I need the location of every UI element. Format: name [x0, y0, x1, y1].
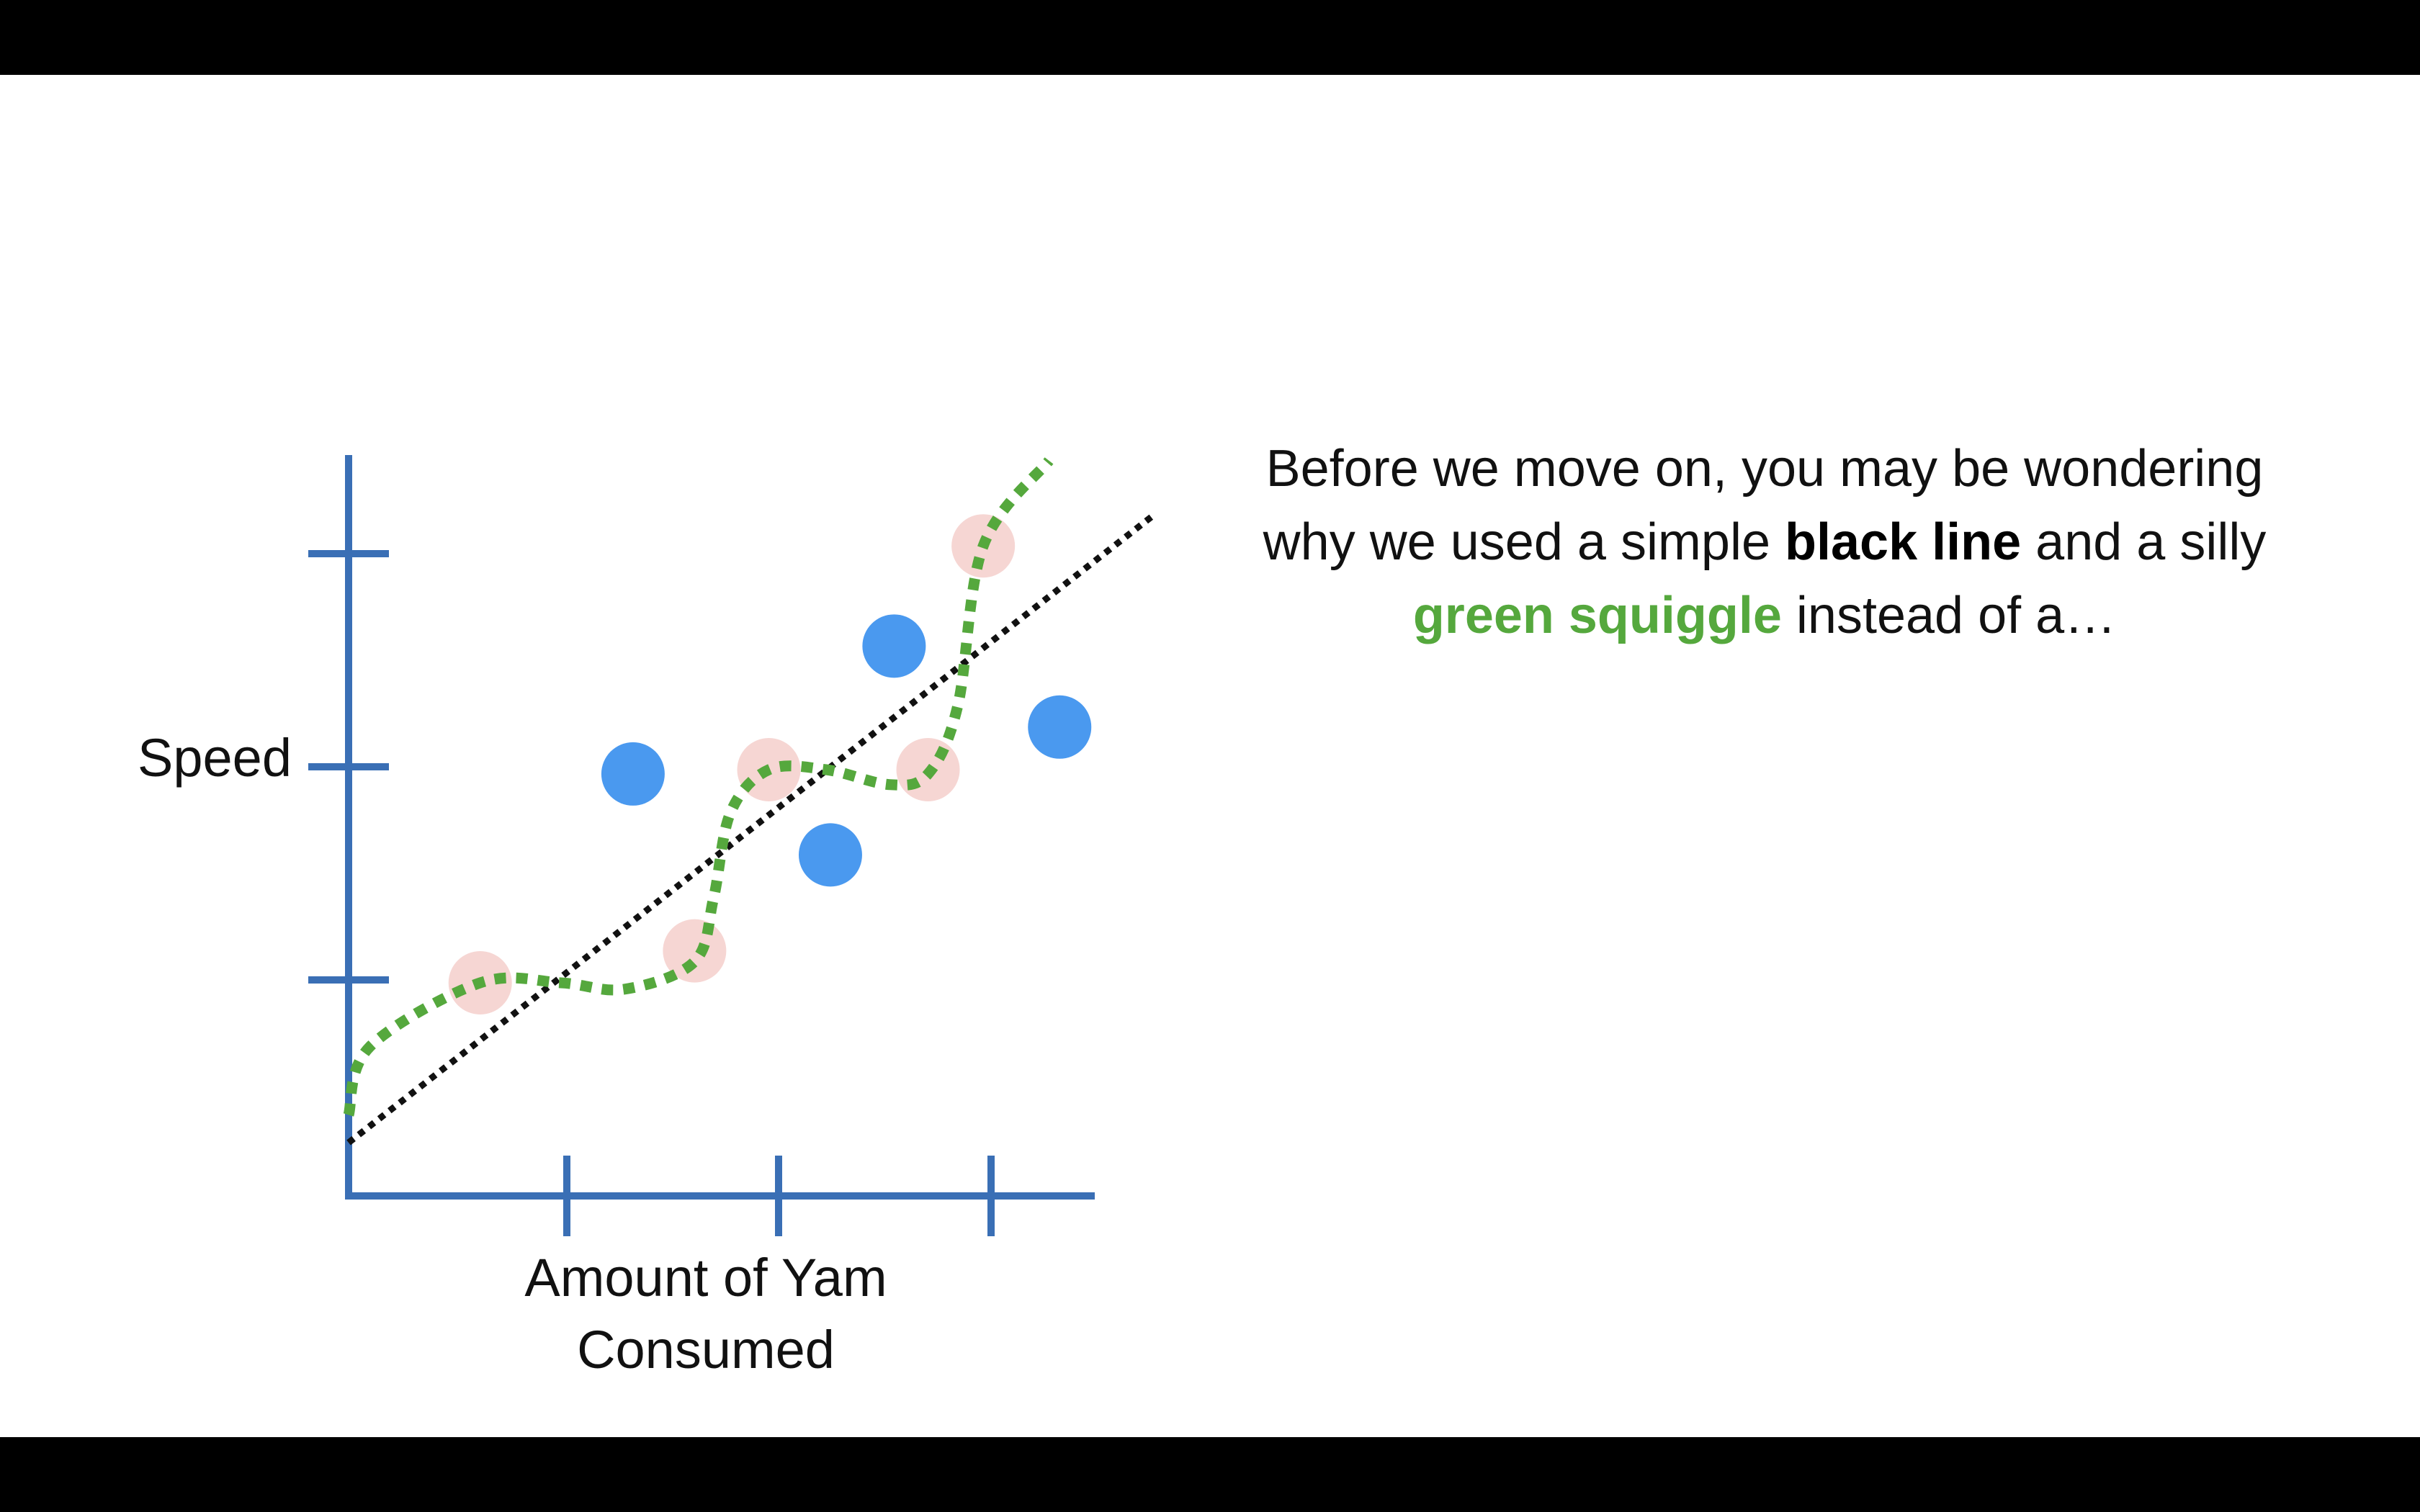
- caption-line-2-pre: why we used a simple: [1263, 513, 1785, 571]
- caption-line-2-post: and a silly: [2021, 513, 2267, 571]
- caption-line-2: why we used a simple black line and a si…: [1152, 505, 2377, 579]
- caption-line-3-post: instead of a…: [1781, 587, 2117, 644]
- x-axis-label-line1: Amount of Yam: [524, 1248, 887, 1308]
- axes: [308, 455, 1095, 1236]
- slide-background: [0, 75, 2420, 1437]
- caption-green-squiggle: green squiggle: [1412, 587, 1782, 644]
- caption: Before we move on, you may be wondering …: [1152, 432, 2377, 652]
- blue-point: [862, 614, 926, 678]
- caption-line-3: green squiggle instead of a…: [1152, 579, 2377, 652]
- pink-point: [663, 919, 727, 983]
- x-axis-label-line2: Consumed: [577, 1320, 835, 1380]
- y-axis-label: Speed: [138, 728, 292, 788]
- black-line: [346, 511, 1157, 1146]
- caption-line-1: Before we move on, you may be wondering: [1265, 440, 2264, 498]
- caption-black-line: black line: [1785, 513, 2022, 571]
- blue-point: [601, 742, 665, 806]
- blue-point: [798, 823, 862, 887]
- green-squiggle: [343, 457, 1054, 1117]
- blue-points: [601, 614, 1092, 887]
- blue-point: [1028, 695, 1092, 759]
